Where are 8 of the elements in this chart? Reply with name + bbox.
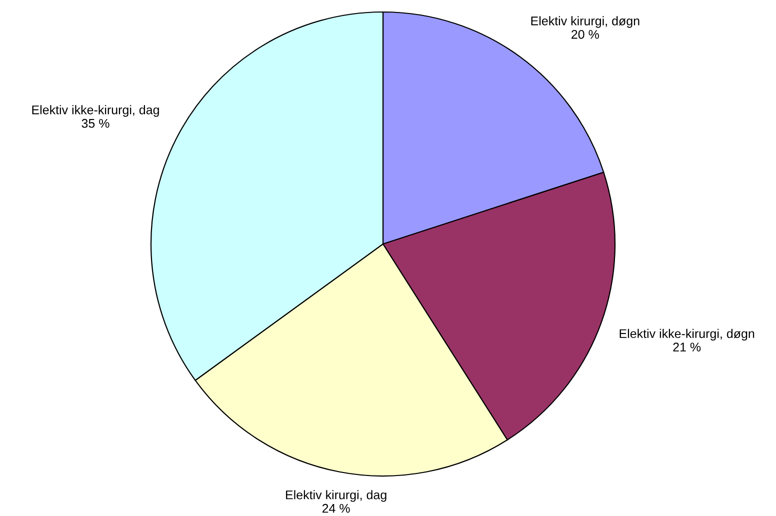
slice-label: Elektiv kirurgi, døgn bbox=[531, 16, 640, 28]
data-label: 24 % bbox=[322, 504, 350, 513]
data-label: 21 % bbox=[673, 342, 701, 352]
data-label: 20 % bbox=[572, 30, 599, 39]
slice-label: Elektiv kirurgi, dag bbox=[286, 490, 386, 502]
slice-label: Elektiv ikke-kirurgi, døgn bbox=[620, 328, 754, 341]
data-label: 35 % bbox=[82, 118, 110, 128]
slice-label: Elektiv ikke-kirurgi, dag bbox=[32, 105, 159, 117]
